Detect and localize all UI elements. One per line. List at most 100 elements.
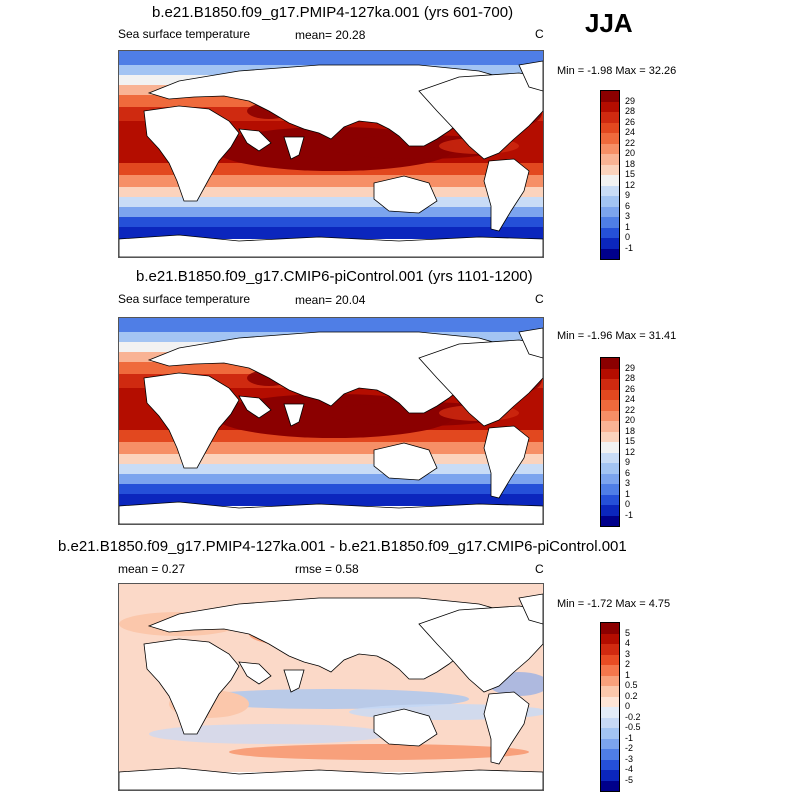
panel-2-mean-label: mean= 20.04 (295, 293, 366, 307)
colorbar-label: 29 (625, 362, 636, 373)
colorbar-swatch (601, 431, 619, 442)
colorbar-swatch (601, 644, 619, 655)
colorbar-swatch (601, 217, 619, 228)
colorbar-swatch (601, 665, 619, 676)
landmass (373, 175, 438, 214)
landmass (238, 661, 272, 685)
colorbar-swatch (601, 633, 619, 644)
colorbar-label: 0 (625, 499, 631, 509)
panel-2-units: C (535, 292, 544, 306)
colorbar-label: -1 (625, 509, 634, 520)
colorbar-label: 18 (625, 158, 636, 169)
colorbar-swatch (601, 410, 619, 421)
panel-2-minmax: Min = -1.96 Max = 31.41 (557, 330, 677, 342)
colorbar-swatch (601, 238, 619, 249)
colorbar-label: 15 (625, 436, 636, 446)
colorbar-swatch (601, 154, 619, 165)
colorbar-swatch (601, 389, 619, 400)
landmass (483, 691, 530, 765)
panel-3-colorbar (600, 622, 620, 792)
colorbar-label: 28 (625, 106, 636, 116)
landmass (238, 128, 272, 152)
colorbar-swatch (601, 133, 619, 144)
colorbar-swatch (601, 505, 619, 516)
colorbar-label: 4 (625, 638, 631, 648)
landmass (518, 593, 543, 625)
colorbar-swatch (601, 749, 619, 760)
colorbar-label: -0.5 (625, 722, 641, 732)
colorbar-swatch (601, 112, 619, 123)
panel-1-left-label: Sea surface temperature (118, 27, 251, 41)
colorbar-label: -2 (625, 743, 634, 753)
colorbar-label: 6 (625, 467, 631, 478)
colorbar-label: 15 (625, 169, 636, 179)
landmass (483, 425, 530, 499)
colorbar-label: -3 (625, 753, 634, 764)
panel-1-colorbar (600, 90, 620, 260)
colorbar-label: 3 (625, 211, 631, 221)
landmass (147, 331, 515, 414)
colorbar-label: 28 (625, 373, 636, 383)
landmass (418, 72, 543, 160)
landmass (143, 105, 240, 202)
panel-2-colorbar (600, 357, 620, 527)
colorbar-label: 3 (625, 648, 631, 659)
colorbar-label: 0.2 (625, 690, 638, 701)
colorbar-label: 12 (625, 446, 636, 457)
colorbar-label: 18 (625, 425, 636, 436)
landmass (483, 158, 530, 232)
colorbar-swatch (601, 442, 619, 453)
landmass (373, 442, 438, 481)
colorbar-label: 6 (625, 200, 631, 211)
colorbar-label: 0 (625, 701, 631, 711)
colorbar-swatch (601, 484, 619, 495)
season-label: JJA (585, 8, 633, 38)
colorbar-swatch (601, 494, 619, 505)
colorbar-label: 24 (625, 127, 636, 137)
colorbar-swatch (601, 623, 619, 634)
colorbar-swatch (601, 379, 619, 390)
colorbar-swatch (601, 463, 619, 474)
colorbar-label: 0.5 (625, 680, 638, 690)
landmass (119, 234, 543, 257)
panel-3-mean-label: mean = 0.27 (118, 562, 186, 576)
panel-2-map (118, 317, 544, 525)
landmass (143, 372, 240, 469)
landmass (143, 638, 240, 735)
colorbar-swatch (601, 717, 619, 728)
landmass (283, 403, 305, 427)
landmass (418, 339, 543, 427)
colorbar-swatch (601, 707, 619, 718)
colorbar-label: 26 (625, 116, 636, 127)
panel-3-units: C (535, 562, 544, 576)
colorbar-swatch (601, 780, 619, 791)
colorbar-swatch (601, 185, 619, 196)
landmass (283, 669, 305, 693)
colorbar-swatch (601, 164, 619, 175)
colorbar-swatch (601, 770, 619, 781)
colorbar-label: -4 (625, 764, 634, 774)
panel-3-map (118, 583, 544, 791)
colorbar-label: 9 (625, 190, 631, 200)
landmass (147, 597, 515, 680)
colorbar-swatch (601, 515, 619, 526)
colorbar-swatch (601, 452, 619, 463)
colorbar-swatch (601, 91, 619, 102)
landmass (518, 60, 543, 92)
colorbar-swatch (601, 738, 619, 749)
colorbar-swatch (601, 759, 619, 770)
colorbar-swatch (601, 122, 619, 133)
colorbar-label: -1 (625, 732, 634, 743)
landmass (418, 605, 543, 693)
panel-1-units: C (535, 27, 544, 41)
colorbar-label: 2 (625, 659, 631, 669)
landmass (119, 767, 543, 790)
colorbar-label: 0 (625, 232, 631, 242)
landmass (238, 395, 272, 419)
panel-3-minmax: Min = -1.72 Max = 4.75 (557, 598, 671, 610)
colorbar-swatch (601, 175, 619, 186)
colorbar-swatch (601, 358, 619, 369)
panel-1-minmax: Min = -1.98 Max = 32.26 (557, 65, 677, 77)
colorbar-label: 29 (625, 95, 636, 106)
colorbar-label: 22 (625, 404, 636, 415)
